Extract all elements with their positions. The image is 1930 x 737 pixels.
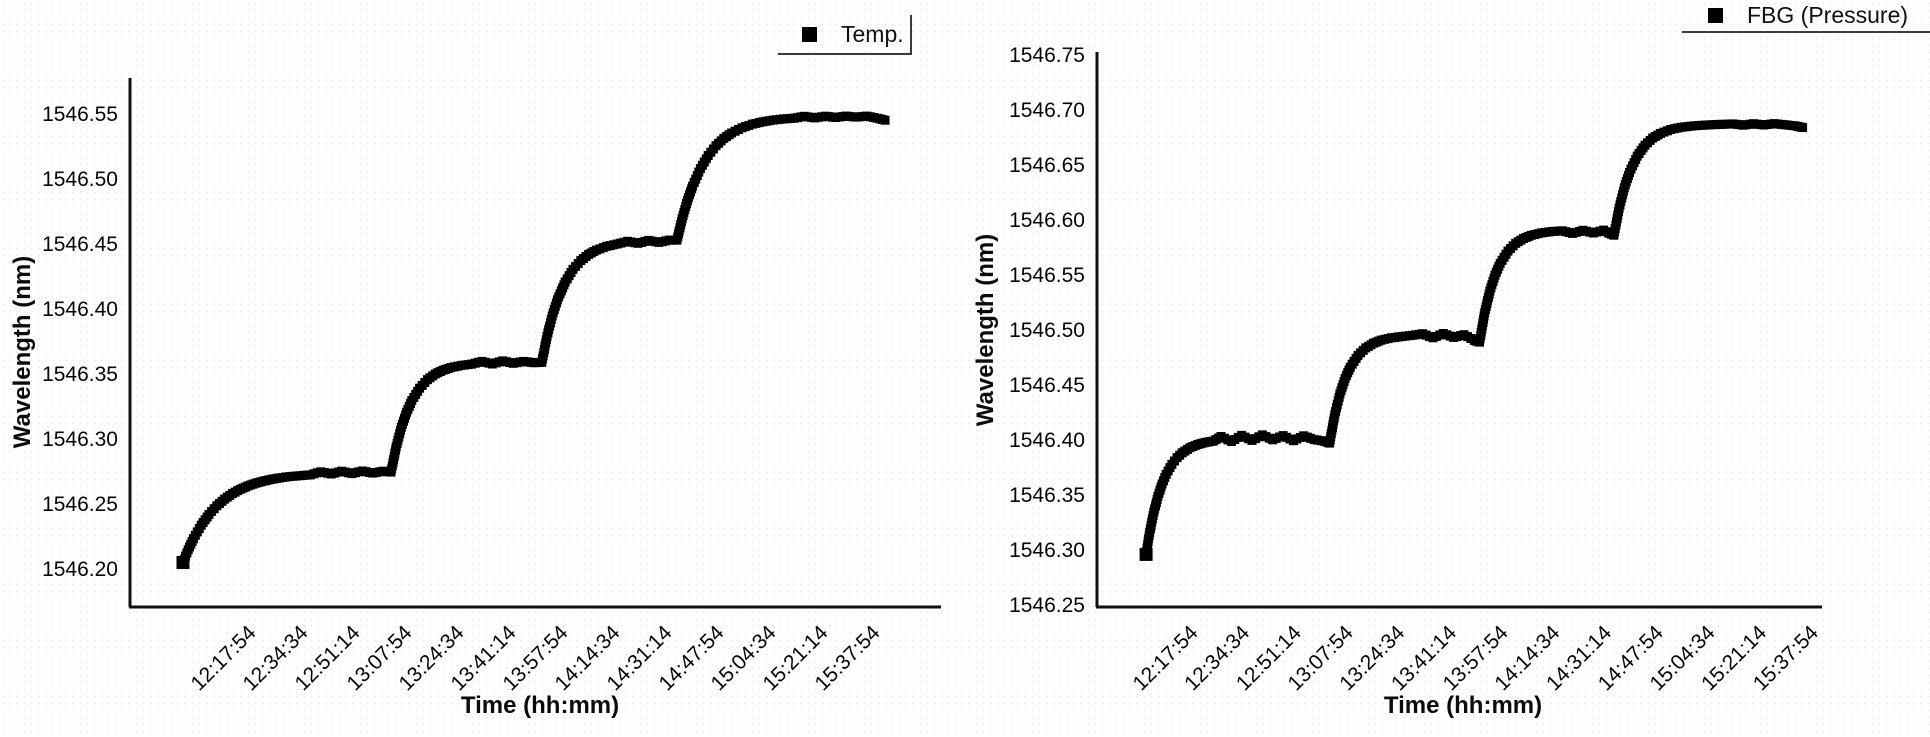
fbg-y-tick-label: 1546.40 — [1009, 429, 1085, 452]
legend-fbg: FBG (Pressure) — [1682, 0, 1930, 33]
fbg-y-tick-label: 1546.55 — [1009, 264, 1085, 287]
fbg-series-markers — [1139, 119, 1808, 561]
square-marker-icon — [802, 26, 817, 42]
fbg-chart: 1546.25 1546.30 1546.35 1546.40 1546.45 1546.… — [1009, 44, 1823, 695]
fbg-y-tick-label: 1546.75 — [1009, 44, 1085, 67]
y-axis-title-fbg: Wavelength (nm) — [972, 233, 999, 427]
legend-fbg-label: FBG (Pressure) — [1747, 2, 1909, 28]
fbg-y-tick-label: 1546.45 — [1009, 374, 1085, 397]
y-axis-title-temp: Wavelength (nm) — [9, 255, 36, 449]
fbg-y-tick-label: 1546.70 — [1009, 99, 1085, 122]
fbg-y-tick-label: 1546.30 — [1009, 539, 1085, 562]
legend-temp: Temp. — [778, 15, 912, 55]
temp-series-markers — [176, 111, 890, 569]
temp-y-tick-label: 1546.20 — [42, 558, 118, 581]
temp-chart: 1546.20 1546.25 1546.30 1546.35 1546.40 1546.… — [42, 78, 941, 695]
temp-y-tick-label: 1546.40 — [42, 298, 118, 321]
square-marker-icon — [1708, 8, 1723, 23]
temp-y-tick-label: 1546.45 — [42, 233, 118, 256]
fbg-y-tick-label: 1546.50 — [1009, 319, 1085, 342]
x-axis-title-fbg: Time (hh:mm) — [1383, 692, 1543, 719]
fbg-y-tick-label: 1546.60 — [1009, 209, 1085, 232]
legend-temp-label: Temp. — [841, 20, 904, 47]
temp-y-tick-label: 1546.35 — [42, 363, 118, 386]
fbg-y-tick-label: 1546.35 — [1009, 484, 1085, 507]
fbg-y-tick-label: 1546.25 — [1009, 594, 1085, 617]
fbg-y-tick-label: 1546.65 — [1009, 154, 1085, 177]
temp-y-tick-label: 1546.25 — [42, 493, 118, 516]
data-point-marker — [1798, 123, 1808, 133]
data-point-marker — [880, 115, 890, 125]
temp-y-tick-label: 1546.50 — [42, 168, 118, 191]
temp-y-tick-label: 1546.30 — [42, 428, 118, 451]
temp-y-tick-label: 1546.55 — [42, 103, 118, 126]
x-axis-title-temp: Time (hh:mm) — [460, 692, 620, 719]
